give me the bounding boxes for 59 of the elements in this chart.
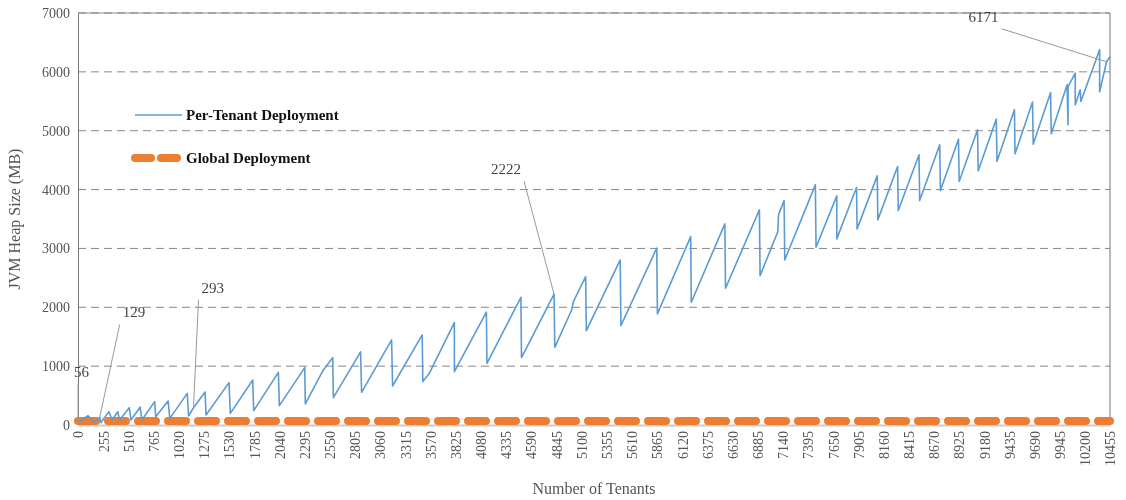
x-tick-label: 0 xyxy=(71,431,87,438)
x-tick-label: 2040 xyxy=(272,431,288,459)
annotation: 6171 xyxy=(968,8,999,25)
x-tick-label: 8415 xyxy=(902,431,918,459)
y-tick-label: 4000 xyxy=(42,182,70,198)
x-tick-label: 1530 xyxy=(222,431,238,459)
y-tick-label: 6000 xyxy=(42,64,70,80)
y-tick-label: 2000 xyxy=(42,300,70,316)
x-tick-label: 6375 xyxy=(700,431,716,459)
x-tick-label: 2295 xyxy=(297,431,313,459)
x-tick-label: 765 xyxy=(146,431,162,452)
x-tick-label: 6630 xyxy=(725,431,741,459)
y-tick-label: 5000 xyxy=(42,123,70,139)
x-tick-label: 4590 xyxy=(524,431,540,459)
annotation: 129 xyxy=(122,304,146,321)
x-tick-label: 7905 xyxy=(851,431,867,459)
x-axis-title: Number of Tenants xyxy=(532,480,656,497)
annotation: 2222 xyxy=(491,161,522,178)
x-tick-label: 8670 xyxy=(927,431,943,459)
x-tick-label: 4845 xyxy=(549,431,565,459)
y-tick-label: 7000 xyxy=(42,5,70,21)
x-tick-label: 1275 xyxy=(197,431,213,459)
x-tick-label: 7140 xyxy=(776,431,792,459)
x-tick-label: 8925 xyxy=(952,431,968,459)
x-tick-label: 6120 xyxy=(675,431,691,459)
x-tick-label: 3825 xyxy=(448,431,464,459)
x-tick-label: 1785 xyxy=(247,431,263,459)
x-tick-label: 5610 xyxy=(625,431,641,459)
x-tick-label: 10200 xyxy=(1078,431,1094,466)
x-tick-label: 7395 xyxy=(801,431,817,459)
x-tick-label: 7650 xyxy=(826,431,842,459)
x-tick-label: 4335 xyxy=(499,431,515,459)
line-series xyxy=(77,48,1111,424)
x-tick-label: 2805 xyxy=(348,431,364,459)
x-tick-label: 8160 xyxy=(876,431,892,459)
x-tick-label: 5355 xyxy=(599,431,615,459)
annotation: 293 xyxy=(201,279,224,296)
legend-label: Global Deployment xyxy=(186,150,311,166)
x-tick-label: 6885 xyxy=(751,431,767,459)
y-tick-label: 1000 xyxy=(42,359,70,375)
x-tick-label: 3315 xyxy=(398,431,414,459)
x-tick-label: 5100 xyxy=(574,431,590,459)
y-tick-label: 0 xyxy=(63,417,70,433)
x-tick-label: 9180 xyxy=(977,431,993,459)
x-tick-label: 3570 xyxy=(423,431,439,459)
x-tick-label: 9690 xyxy=(1027,431,1043,459)
x-tick-label: 9435 xyxy=(1002,431,1018,459)
x-tick-label: 4080 xyxy=(474,431,490,459)
x-tick-label: 9945 xyxy=(1053,431,1069,459)
x-tick-label: 2550 xyxy=(323,431,339,459)
x-tick-label: 10455 xyxy=(1103,431,1119,466)
y-tick-label: 3000 xyxy=(42,241,70,257)
x-tick-label: 510 xyxy=(121,431,137,452)
y-axis-title: JVM Heap Size (MB) xyxy=(6,148,24,290)
x-tick-label: 5865 xyxy=(650,431,666,459)
x-tick-label: 1020 xyxy=(172,431,188,459)
x-tick-label: 255 xyxy=(96,431,112,452)
legend-label: Per-Tenant Deployment xyxy=(186,107,339,123)
x-tick-label: 3060 xyxy=(373,431,389,459)
